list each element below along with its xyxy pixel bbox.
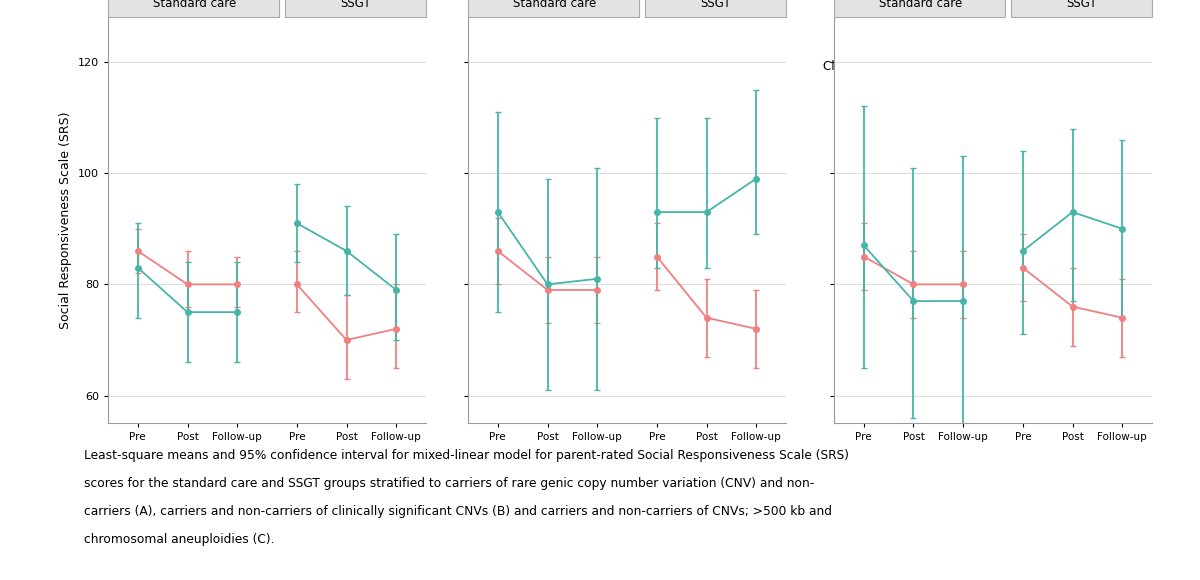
Bar: [286, 0, 426, 17]
Legend: no, yes: no, yes: [485, 56, 586, 108]
Text: Standard care: Standard care: [514, 0, 596, 10]
Text: Standard care: Standard care: [154, 0, 236, 10]
Text: SSGT: SSGT: [700, 0, 731, 10]
Text: carriers (A), carriers and non-carriers of clinically significant CNVs (B) and c: carriers (A), carriers and non-carriers …: [84, 505, 832, 518]
Bar: [108, 0, 278, 17]
Text: chromosomal aneuploidies (C).: chromosomal aneuploidies (C).: [84, 533, 275, 546]
Bar: [1012, 0, 1152, 17]
Bar: [834, 0, 1004, 17]
Text: SSGT: SSGT: [1066, 0, 1097, 10]
Text: SSGT: SSGT: [340, 0, 371, 10]
Legend: no, yes: no, yes: [818, 56, 946, 108]
Y-axis label: Social Responsiveness Scale (SRS): Social Responsiveness Scale (SRS): [59, 111, 72, 329]
Bar: [646, 0, 786, 17]
Text: Least-square means and 95% confidence interval for mixed-linear model for parent: Least-square means and 95% confidence in…: [84, 450, 850, 462]
Text: scores for the standard care and SSGT groups stratified to carriers of rare geni: scores for the standard care and SSGT gr…: [84, 477, 815, 490]
Text: Standard care: Standard care: [880, 0, 962, 10]
Bar: [468, 0, 638, 17]
